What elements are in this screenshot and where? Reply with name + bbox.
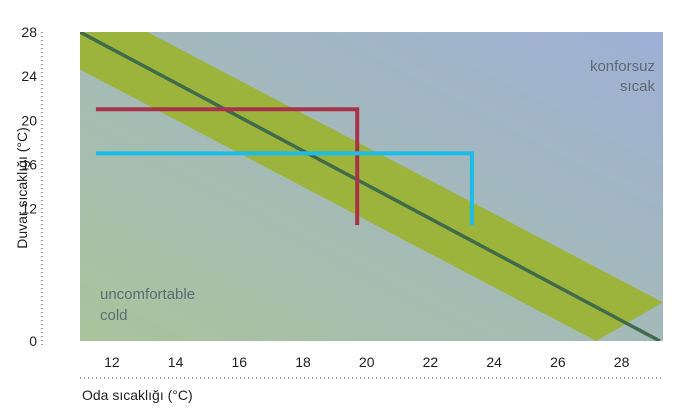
y-axis-title: Duvar sıcaklığı (°C) [14, 127, 30, 249]
x-tick-labels: 12 14 16 18 20 22 24 26 28 [104, 354, 630, 370]
x-tick-label: 24 [486, 354, 502, 370]
zone-label-cold-line1: uncomfortable [100, 286, 195, 303]
x-tick-label: 20 [359, 354, 375, 370]
zone-label-cold-line2: cold [100, 307, 128, 324]
x-tick-label: 28 [614, 354, 630, 370]
series-line-2 [95, 151, 474, 226]
x-tick-label: 22 [423, 354, 439, 370]
plot-area [80, 32, 663, 341]
y-tick-labels: 0 12 16 20 24 28 [21, 24, 37, 349]
y-tick-label: 20 [21, 112, 37, 128]
y-tick-label: 16 [21, 156, 37, 172]
x-tick-label: 26 [550, 354, 566, 370]
zone-label-hot-line1: konforsuz [590, 58, 655, 75]
x-tick-label: 14 [168, 354, 184, 370]
x-tick-label: 16 [232, 354, 248, 370]
y-tick-label: 12 [21, 201, 37, 217]
x-tick-label: 12 [104, 354, 120, 370]
y-tick-label: 0 [29, 333, 37, 349]
comfort-line [80, 32, 661, 341]
x-axis-title: Oda sıcaklığı (°C) [82, 387, 193, 403]
y-tick-label: 28 [21, 24, 37, 40]
x-tick-label: 18 [295, 354, 311, 370]
y-tick-label: 24 [21, 68, 37, 84]
zone-label-hot-line2: sıcak [620, 78, 656, 95]
series-line-1 [95, 107, 360, 226]
